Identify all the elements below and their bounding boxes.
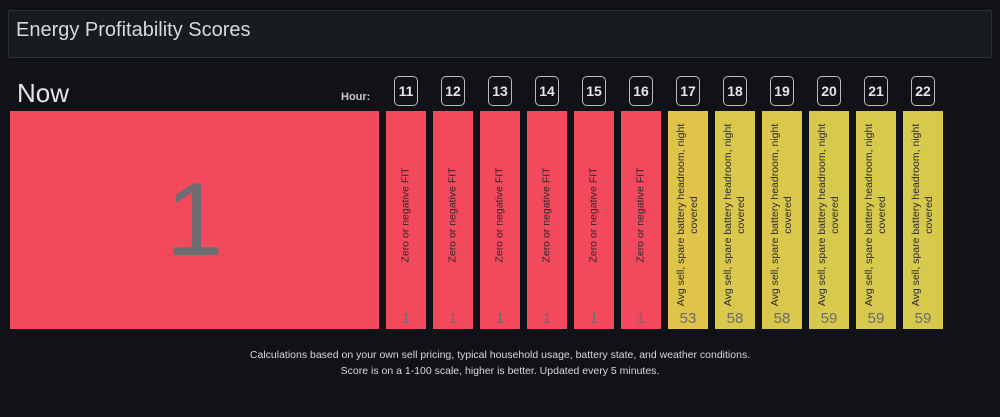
- hour-badge: 20: [817, 76, 841, 106]
- hour-badge: 14: [535, 76, 559, 106]
- hour-badge: 18: [723, 76, 747, 106]
- hour-reason: Zero or negative FIT: [587, 167, 600, 263]
- hour-badge: 11: [394, 76, 418, 106]
- now-score-value: 1: [165, 162, 224, 278]
- hour-badge: 12: [441, 76, 465, 106]
- hour-reason: Avg sell, spare battery headroom, night …: [675, 123, 700, 307]
- hour-score-value: 59: [867, 310, 885, 327]
- hour-reason: Avg sell, spare battery headroom, night …: [863, 123, 888, 307]
- hour-score-value: 58: [726, 310, 744, 327]
- hour-badge: 17: [676, 76, 700, 106]
- hour-badge: 13: [488, 76, 512, 106]
- hour-label: Hour:: [341, 91, 371, 103]
- hour-score-value: 58: [773, 310, 791, 327]
- hour-badge: 22: [911, 76, 935, 106]
- footer-note-line-2: Score is on a 1-100 scale, higher is bet…: [340, 365, 660, 377]
- hour-reason: Zero or negative FIT: [399, 167, 412, 263]
- hour-badge: 16: [629, 76, 653, 106]
- hour-reason: Avg sell, spare battery headroom, night …: [910, 123, 935, 307]
- hour-badge: 21: [864, 76, 888, 106]
- hour-score-block: Avg sell, spare battery headroom, night …: [903, 111, 943, 329]
- hour-score-block: Avg sell, spare battery headroom, night …: [668, 111, 708, 329]
- hour-reason: Avg sell, spare battery headroom, night …: [722, 123, 747, 307]
- hour-score-block: Zero or negative FIT 1: [574, 111, 614, 329]
- hour-score-block: Zero or negative FIT 1: [621, 111, 661, 329]
- hour-badge: 15: [582, 76, 606, 106]
- hour-score-value: 1: [495, 310, 505, 327]
- hour-score-block: Avg sell, spare battery headroom, night …: [762, 111, 802, 329]
- hour-reason: Zero or negative FIT: [634, 167, 647, 263]
- hour-score-value: 59: [820, 310, 838, 327]
- hour-score-block: Zero or negative FIT 1: [433, 111, 473, 329]
- now-score-block: 1: [10, 111, 379, 329]
- hour-score-block: Zero or negative FIT 1: [386, 111, 426, 329]
- hour-score-value: 59: [914, 310, 932, 327]
- hour-reason: Avg sell, spare battery headroom, night …: [816, 123, 841, 307]
- hour-score-block: Avg sell, spare battery headroom, night …: [856, 111, 896, 329]
- hour-reason: Zero or negative FIT: [540, 167, 553, 263]
- hour-reason: Zero or negative FIT: [493, 167, 506, 263]
- hour-score-value: 1: [448, 310, 458, 327]
- hour-score-block: Avg sell, spare battery headroom, night …: [809, 111, 849, 329]
- hour-reason: Avg sell, spare battery headroom, night …: [769, 123, 794, 307]
- hour-reason: Zero or negative FIT: [446, 167, 459, 263]
- hour-score-value: 53: [679, 310, 697, 327]
- hour-score-block: Zero or negative FIT 1: [480, 111, 520, 329]
- hour-score-block: Zero or negative FIT 1: [527, 111, 567, 329]
- hour-score-value: 1: [542, 310, 552, 327]
- title-panel: Energy Profitability Scores: [8, 10, 992, 58]
- hour-badge: 19: [770, 76, 794, 106]
- hour-score-value: 1: [401, 310, 411, 327]
- hour-score-block: Avg sell, spare battery headroom, night …: [715, 111, 755, 329]
- footer-note-line-1: Calculations based on your own sell pric…: [249, 349, 751, 361]
- hour-score-value: 1: [589, 310, 599, 327]
- panel-title: Energy Profitability Scores: [16, 19, 251, 41]
- now-label: Now: [17, 78, 70, 108]
- hour-score-value: 1: [636, 310, 646, 327]
